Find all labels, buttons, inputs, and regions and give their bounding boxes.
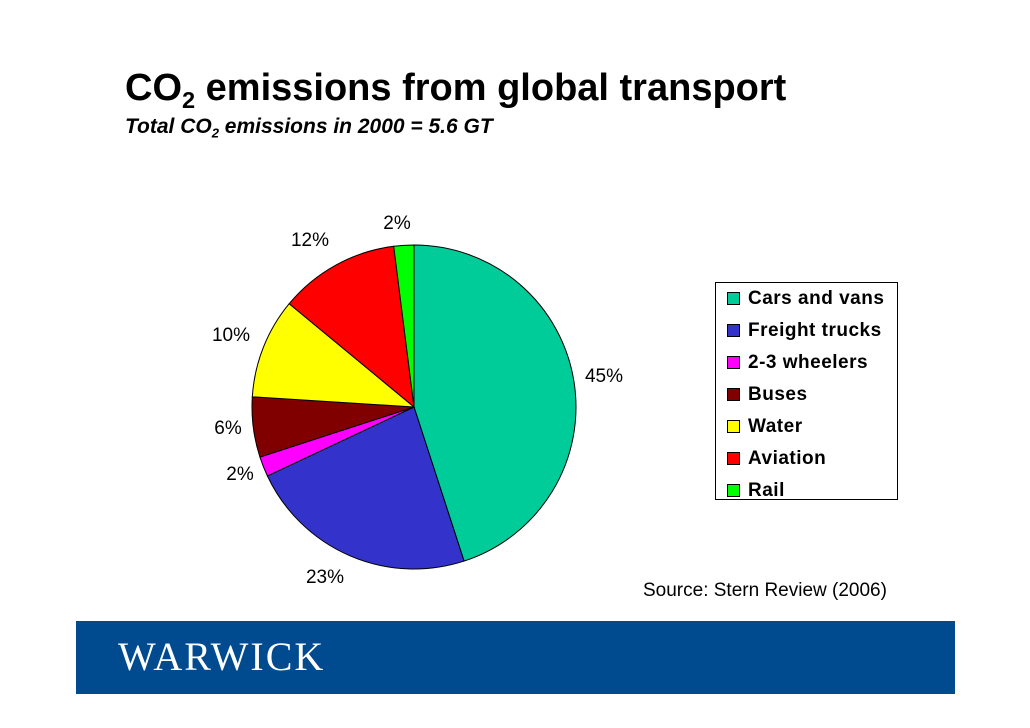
slice-label-buses: 6%	[214, 418, 242, 439]
pie-slice-cars-and-vans	[413, 244, 577, 562]
slice-label-freight-trucks: 23%	[306, 567, 344, 588]
legend-label: 2-3 wheelers	[748, 352, 869, 373]
title-text: CO	[125, 67, 182, 109]
slice-label-2-3-wheelers: 2%	[226, 464, 254, 485]
legend-label: Rail	[748, 480, 785, 501]
pie-slice-aviation	[288, 245, 415, 409]
pie-slice-freight-trucks	[266, 406, 465, 570]
page-subtitle: Total CO2 emissions in 2000 = 5.6 GT	[125, 114, 493, 140]
pie-slice-water	[251, 303, 416, 408]
legend-swatch	[727, 420, 740, 433]
legend-label: Cars and vans	[748, 288, 885, 309]
legend-swatch	[727, 292, 740, 305]
legend-swatch	[727, 324, 740, 337]
subtitle-text-rest: emissions in 2000 = 5.6 GT	[218, 115, 493, 138]
legend-swatch	[727, 484, 740, 497]
subtitle-text: Total CO	[125, 115, 212, 138]
warwick-logo: WARWICK	[118, 634, 326, 679]
legend-label: Aviation	[748, 448, 827, 469]
legend-swatch	[727, 388, 740, 401]
subtitle-subscript: 2	[211, 125, 219, 141]
title-text-rest: emissions from global transport	[195, 67, 787, 109]
legend-swatch	[727, 356, 740, 369]
slice-label-water: 10%	[212, 325, 250, 346]
legend-label: Buses	[748, 384, 808, 405]
title-subscript: 2	[182, 87, 196, 114]
footer-bar: WARWICK	[76, 621, 955, 694]
legend-label: Freight trucks	[748, 320, 882, 341]
slice-label-rail: 2%	[383, 213, 411, 234]
slice-label-aviation: 12%	[291, 230, 329, 251]
slice-label-cars-and-vans: 45%	[585, 366, 623, 387]
legend-label: Water	[748, 416, 803, 437]
chart-legend: Cars and vans Freight trucks 2-3 wheeler…	[715, 282, 898, 501]
pie-slice-rail	[393, 244, 415, 408]
legend-swatch	[727, 452, 740, 465]
source-note: Source: Stern Review (2006)	[643, 580, 887, 601]
page-title: CO2 emissions from global transport	[125, 66, 787, 114]
